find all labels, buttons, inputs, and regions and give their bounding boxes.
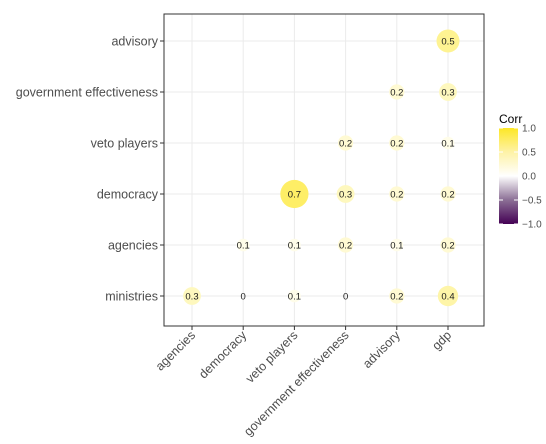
correlation-bubble <box>440 186 456 202</box>
legend-tick-label: −1.0 <box>522 220 542 231</box>
legend-tick-label: −0.5 <box>522 196 542 207</box>
correlation-value-label: 0.2 <box>339 139 352 150</box>
correlation-bubble <box>338 135 354 151</box>
correlation-bubble <box>183 287 201 305</box>
correlation-value-label: 0.3 <box>339 190 352 201</box>
correlation-bubble <box>288 289 301 303</box>
correlation-bubble <box>390 238 404 252</box>
plot-panel-background <box>164 14 484 326</box>
correlation-value-label: 0.1 <box>288 292 301 303</box>
y-tick-label: government effectiveness <box>16 86 158 100</box>
correlation-bubble <box>439 83 457 101</box>
correlation-bubble <box>436 29 460 53</box>
correlation-value-label: 0.1 <box>441 139 454 150</box>
correlation-value-label: 0.2 <box>339 241 352 252</box>
y-tick-label: advisory <box>111 35 158 49</box>
correlation-bubble <box>440 237 456 253</box>
correlation-value-label: 0.5 <box>441 37 454 48</box>
correlation-bubble <box>389 288 405 304</box>
y-tick-label: ministries <box>105 290 158 304</box>
legend-tick-label: 1.0 <box>522 124 536 135</box>
x-tick-label: democracy <box>196 328 250 382</box>
legend-tick-label: 0.0 <box>522 172 536 183</box>
correlation-bubble <box>437 285 459 307</box>
correlation-value-label: 0.2 <box>390 190 403 201</box>
correlation-bubble <box>288 238 301 252</box>
correlation-value-label: 0.2 <box>390 139 403 150</box>
x-tick-label: gdp <box>429 328 454 353</box>
correlation-bubble <box>389 84 405 100</box>
legend-colorbar <box>499 128 518 224</box>
correlation-value-label: 0 <box>241 292 246 303</box>
y-tick-label: veto players <box>91 137 158 151</box>
y-tick-label: democracy <box>97 188 159 202</box>
correlation-bubble <box>389 186 405 202</box>
correlation-value-label: 0.2 <box>390 292 403 303</box>
legend-title: Corr <box>499 112 522 126</box>
correlation-cells: 0.3 0 0.1 0 0.2 0.4 0.1 0.1 0.2 0.1 0.2 0.7 0.3 0.2 0.… <box>183 29 460 307</box>
correlation-bubble <box>441 136 455 150</box>
correlation-value-label: 0 <box>343 292 348 303</box>
correlation-bubble <box>236 238 250 252</box>
x-tick-label: agencies <box>153 328 198 373</box>
correlation-value-label: 0.4 <box>441 292 454 303</box>
correlation-value-label: 0.2 <box>390 88 403 99</box>
legend: Corr 1.0 0.5 0.0 −0.5 −1.0 <box>499 112 542 231</box>
legend-ticks: 1.0 0.5 0.0 −0.5 −1.0 <box>499 124 542 231</box>
correlation-value-label: 0.7 <box>288 190 301 201</box>
correlation-value-label: 0.2 <box>441 190 454 201</box>
correlation-bubble <box>338 237 354 253</box>
correlation-value-label: 0.1 <box>390 241 403 252</box>
x-tick-label: advisory <box>360 328 403 371</box>
correlation-value-label: 0.2 <box>441 241 454 252</box>
legend-tick-label: 0.5 <box>522 148 536 159</box>
correlation-value-label: 0.3 <box>185 292 198 303</box>
correlation-bubble <box>336 185 355 203</box>
plot-panel-border <box>163 13 485 327</box>
grid-lines <box>164 14 484 326</box>
x-tick-label: government effectiveness <box>241 328 351 438</box>
y-tick-label: agencies <box>108 239 158 253</box>
correlation-value-label: 0.3 <box>441 88 454 99</box>
correlation-bubble <box>389 135 405 151</box>
correlation-bubble <box>280 179 309 209</box>
correlation-value-label: 0.1 <box>237 241 250 252</box>
correlation-value-label: 0.1 <box>288 241 301 252</box>
y-axis: ministries agencies democracy veto players g… <box>16 35 164 304</box>
